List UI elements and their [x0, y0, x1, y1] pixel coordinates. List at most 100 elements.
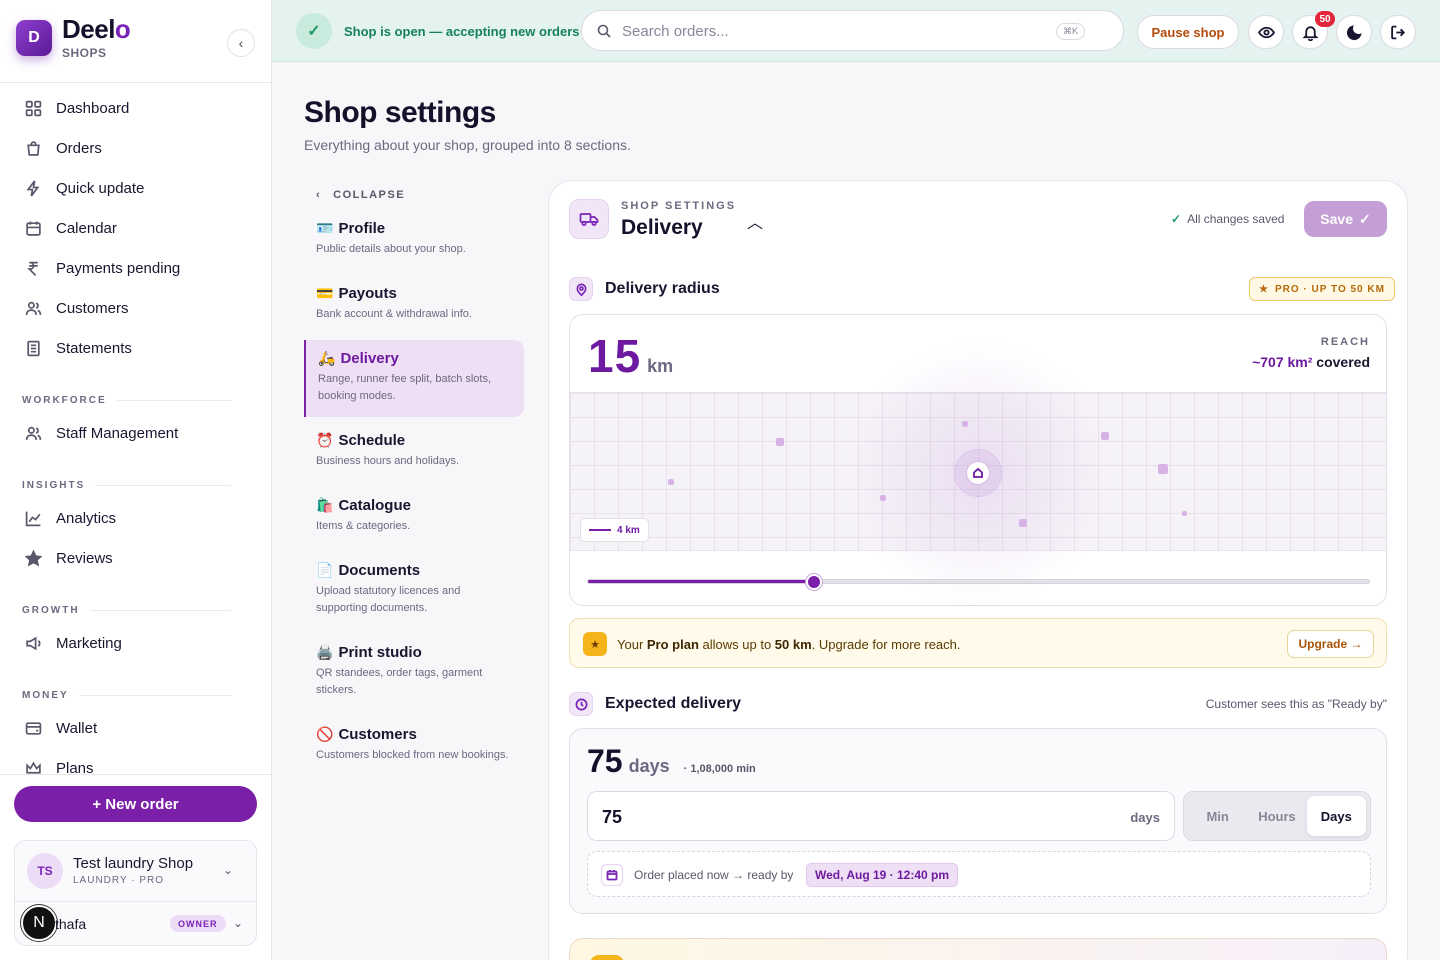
chevron-left-icon: ‹ — [316, 189, 322, 201]
expected-delivery-field[interactable]: days — [587, 791, 1175, 841]
topbar: ✓ Shop is open — accepting new orders ⌘K… — [272, 0, 1440, 62]
bolt-icon — [26, 180, 40, 196]
unit-option-days[interactable]: Days — [1306, 796, 1366, 836]
nav-group-insights: INSIGHTS — [0, 473, 271, 498]
check-icon: ✓ — [1171, 212, 1182, 226]
map-marker — [962, 421, 968, 427]
upgrade-button[interactable]: Upgrade → — [1287, 630, 1374, 658]
notifications-button[interactable]: 50 — [1292, 11, 1335, 49]
brand-logo: D — [16, 20, 52, 56]
section-catalogue[interactable]: 🛍️ Catalogue Items & categories. — [316, 497, 411, 532]
sidebar-item-calendar[interactable]: Calendar — [0, 208, 271, 248]
sidebar-item-dashboard[interactable]: Dashboard — [0, 88, 271, 128]
page-icon: 📄 — [316, 562, 334, 578]
map-marker — [1182, 511, 1187, 516]
pause-shop-button[interactable]: Pause shop — [1137, 15, 1239, 49]
page-subtitle: Everything about your shop, grouped into… — [304, 137, 631, 153]
section-delivery[interactable]: 🛵 Delivery Range, runner fee split, batch… — [304, 340, 524, 417]
calendar-icon — [26, 221, 41, 236]
prohibited-icon: 🚫 — [316, 726, 334, 742]
section-print-studio[interactable]: 🖨️ Print studio QR standees, order tags, … — [316, 644, 483, 696]
sidebar-item-label: Payments pending — [56, 259, 181, 277]
sidebar-item-plans[interactable]: Plans — [0, 748, 271, 774]
section-documents[interactable]: 📄 Documents Upload statutory licences and… — [316, 562, 461, 614]
unit-option-min[interactable]: Min — [1206, 808, 1229, 824]
upgrade-message: Your Pro plan allows up to 50 km. Upgrad… — [617, 637, 961, 652]
expected-delivery-input[interactable] — [602, 806, 1082, 828]
printer-icon: 🖨️ — [316, 644, 334, 660]
sidebar-item-quick-update[interactable]: Quick update — [0, 168, 271, 208]
collapse-sections-button[interactable]: ‹ COLLAPSE — [316, 189, 406, 201]
truck-icon — [569, 199, 609, 239]
shop-avatar: TS — [27, 853, 63, 889]
page-title: Shop settings — [304, 96, 496, 129]
home-icon — [973, 467, 983, 478]
shop-switcher[interactable]: TS Test laundry Shop LAUNDRY · PRO ⌄ N t… — [14, 840, 257, 946]
sidebar-item-label: Wallet — [56, 719, 98, 737]
rupee-icon — [27, 261, 38, 276]
logout-button[interactable] — [1380, 15, 1416, 49]
map-marker — [668, 479, 674, 485]
sidebar-item-label: Plans — [56, 759, 94, 775]
sidebar-item-marketing[interactable]: Marketing — [0, 623, 271, 663]
sidebar-item-statements[interactable]: Statements — [0, 328, 271, 368]
id-card-icon: 🪪 — [316, 220, 334, 236]
sidebar-item-label: Customers — [56, 299, 129, 317]
calendar-icon — [601, 864, 623, 886]
delivery-radius-card: 15 km REACH ~707 km² covered 4 km — [569, 314, 1387, 606]
upgrade-banner: ★ Your Pro plan allows up to 50 km. Upgr… — [569, 618, 1387, 668]
section-payouts[interactable]: 💳 Payouts Bank account & withdrawal info. — [316, 285, 472, 320]
search-bar[interactable]: ⌘K — [581, 10, 1124, 51]
section-customers[interactable]: 🚫 Customers Customers blocked from new bo… — [316, 726, 509, 761]
collapse-sidebar-button[interactable]: ‹ — [227, 29, 255, 57]
sidebar-item-wallet[interactable]: Wallet — [0, 708, 271, 748]
pro-limit-badge: ★ PRO · UP TO 50 KM — [1249, 277, 1395, 301]
ready-by-preview: Order placed now → ready by Wed, Aug 19 … — [587, 851, 1371, 897]
sidebar-item-label: Staff Management — [56, 424, 179, 442]
logout-icon — [1390, 25, 1405, 39]
map-marker — [880, 495, 886, 501]
shop-status-text: Shop is open — accepting new orders — [344, 24, 580, 39]
brand[interactable]: D Deelo SHOPS — [16, 16, 131, 60]
section-profile[interactable]: 🪪 Profile Public details about your shop. — [316, 220, 466, 255]
divider — [0, 82, 271, 83]
chevron-down-icon[interactable]: ⌄ — [233, 916, 244, 930]
check-icon: ✓ — [1358, 210, 1371, 227]
star-icon — [25, 549, 42, 567]
crown-icon — [26, 761, 41, 774]
shopping-bags-icon: 🛍️ — [316, 497, 334, 513]
sidebar-item-reviews[interactable]: Reviews — [0, 538, 271, 578]
save-button[interactable]: Save ✓ — [1304, 201, 1387, 237]
sidebar-item-payments-pending[interactable]: Payments pending — [0, 248, 271, 288]
sidebar-item-analytics[interactable]: Analytics — [0, 498, 271, 538]
chevron-up-icon[interactable]: ︿ — [747, 215, 764, 232]
section-schedule[interactable]: ⏰ Schedule Business hours and holidays. — [316, 432, 460, 467]
slider-fill — [588, 580, 815, 583]
nav-group-money: MONEY — [0, 683, 271, 708]
bell-icon — [1301, 25, 1319, 41]
save-status: ✓ All changes saved — [1171, 212, 1285, 226]
theme-toggle-button[interactable] — [1336, 15, 1372, 49]
ready-by-text: Order placed now → ready by — [634, 868, 794, 882]
sidebar-item-orders[interactable]: Orders — [0, 128, 271, 168]
slider-thumb[interactable] — [806, 574, 823, 590]
expected-delivery-note: Customer sees this as "Ready by" — [1205, 697, 1387, 711]
users-icon — [25, 301, 42, 315]
ready-by-date: Wed, Aug 19 · 12:40 pm — [806, 863, 959, 887]
sidebar-item-customers[interactable]: Customers — [0, 288, 271, 328]
moon-icon — [1346, 24, 1362, 40]
chevron-down-icon[interactable]: ⌄ — [223, 863, 234, 877]
radius-slider[interactable] — [587, 574, 1370, 590]
preview-button[interactable] — [1248, 15, 1284, 49]
wallet-icon — [25, 721, 42, 735]
sidebar-item-staff-management[interactable]: Staff Management — [0, 413, 271, 453]
search-input[interactable] — [622, 20, 1042, 42]
divider — [0, 774, 271, 775]
radius-map[interactable]: 4 km — [570, 333, 1386, 605]
search-icon — [597, 24, 611, 38]
new-order-button[interactable]: + New order — [14, 786, 257, 822]
section-icon — [590, 955, 624, 960]
user-avatar[interactable]: N — [21, 905, 57, 941]
alarm-clock-icon: ⏰ — [316, 432, 334, 448]
unit-option-hours[interactable]: Hours — [1258, 808, 1296, 824]
